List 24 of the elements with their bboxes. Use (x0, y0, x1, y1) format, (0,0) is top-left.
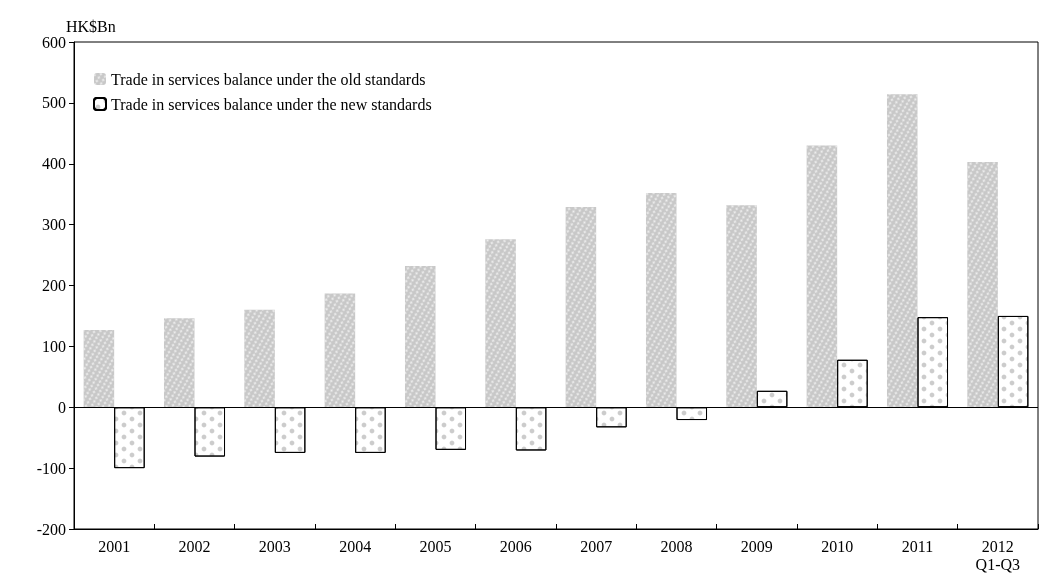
x-tick-label: 2012 Q1-Q3 (975, 537, 1021, 573)
y-tick-label: 400 (42, 155, 66, 173)
y-tick-label: 0 (58, 398, 66, 416)
y-tick-label: 600 (42, 33, 66, 51)
x-tick-label: 2002 (178, 537, 211, 555)
y-tick-label: 500 (42, 94, 66, 112)
x-tick-label: 2007 (580, 537, 613, 555)
y-tick-label: -200 (36, 520, 66, 538)
x-tick-label: 2003 (258, 537, 291, 555)
x-tick-label: 2010 (821, 537, 854, 555)
x-tick-label: 2006 (499, 537, 532, 555)
x-tick-label: 2001 (98, 537, 131, 555)
legend-label: Trade in services balance under the new standards (111, 95, 432, 113)
x-tick-label: 2009 (740, 537, 773, 555)
x-tick-label: 2004 (339, 537, 372, 555)
y-tick-label: 100 (42, 337, 66, 355)
y-tick-label: 200 (42, 277, 66, 294)
x-tick-label: 2005 (419, 537, 452, 555)
y-axis-title: HK$Bn (66, 17, 116, 35)
y-tick-label: -100 (36, 459, 66, 477)
y-tick-label: 300 (42, 216, 66, 234)
legend-label: Trade in services balance under the old standards (111, 70, 426, 88)
x-tick-label: 2008 (660, 537, 693, 555)
x-tick-label: 2011 (901, 537, 934, 555)
